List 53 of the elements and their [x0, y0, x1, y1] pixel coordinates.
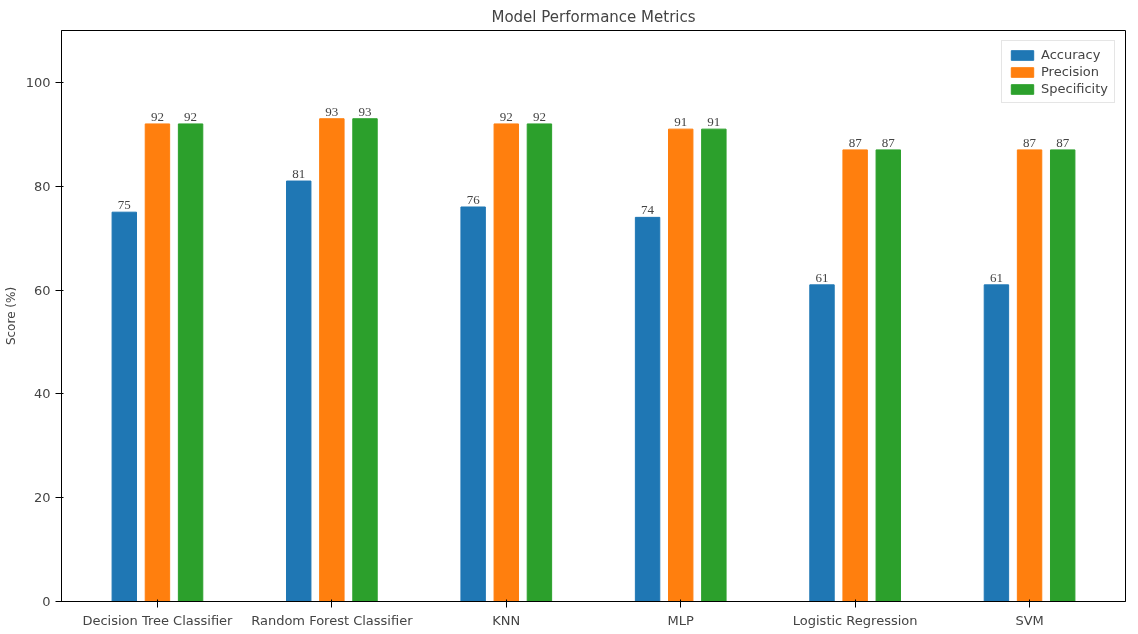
data-label: 93	[325, 103, 339, 119]
bar	[809, 284, 835, 602]
y-tick-label: 40	[33, 386, 51, 402]
y-tick-label: 100	[25, 74, 51, 90]
data-label: 87	[848, 134, 863, 150]
data-label: 93	[358, 103, 372, 119]
bar	[526, 123, 553, 602]
bar	[634, 216, 661, 602]
bar	[701, 128, 727, 602]
legend-label: Precision	[1041, 64, 1100, 79]
data-label: 74	[641, 202, 655, 218]
y-tick-label: 60	[33, 282, 51, 298]
data-label: 87	[881, 134, 896, 150]
bar	[286, 180, 312, 602]
data-label: 92	[184, 108, 198, 124]
data-label: 91	[707, 114, 721, 130]
data-label: 92	[532, 108, 546, 124]
data-label: 61	[989, 269, 1003, 285]
y-tick-label: 20	[33, 490, 51, 506]
data-label: 61	[815, 269, 829, 285]
bar	[983, 284, 1010, 602]
bar	[493, 123, 519, 602]
data-label: 75	[117, 197, 131, 213]
bar	[460, 206, 486, 602]
x-tick-label: SVM	[1015, 612, 1044, 628]
bar	[875, 149, 901, 602]
bar	[668, 128, 694, 602]
bar	[1016, 149, 1043, 602]
x-tick-label: MLP	[667, 612, 695, 628]
bar	[1050, 149, 1076, 602]
bar	[352, 118, 378, 602]
data-label: 92	[150, 108, 164, 124]
data-label: 87	[1023, 134, 1037, 150]
y-axis-title: Score (%)	[3, 286, 18, 346]
bar	[144, 123, 171, 602]
bar	[111, 211, 137, 602]
y-tick-label: 80	[33, 178, 51, 194]
x-tick-label: Decision Tree Classifier	[82, 612, 234, 628]
data-label: 81	[292, 166, 306, 182]
legend-label: Accuracy	[1041, 47, 1101, 62]
data-label: 91	[674, 114, 688, 130]
data-label: 92	[499, 108, 513, 124]
data-label: 87	[1056, 134, 1070, 150]
legend-label: Specificity	[1041, 81, 1108, 96]
y-tick-label: 0	[42, 594, 51, 609]
x-tick-label: Random Forest Classifier	[251, 612, 414, 628]
chart-title: Model Performance Metrics	[491, 7, 696, 26]
bar	[177, 123, 204, 602]
bar	[842, 149, 868, 602]
data-label: 76	[466, 191, 481, 207]
x-tick-label: Logistic Regression	[792, 612, 918, 628]
bar	[319, 118, 345, 602]
x-tick-label: KNN	[492, 612, 521, 628]
